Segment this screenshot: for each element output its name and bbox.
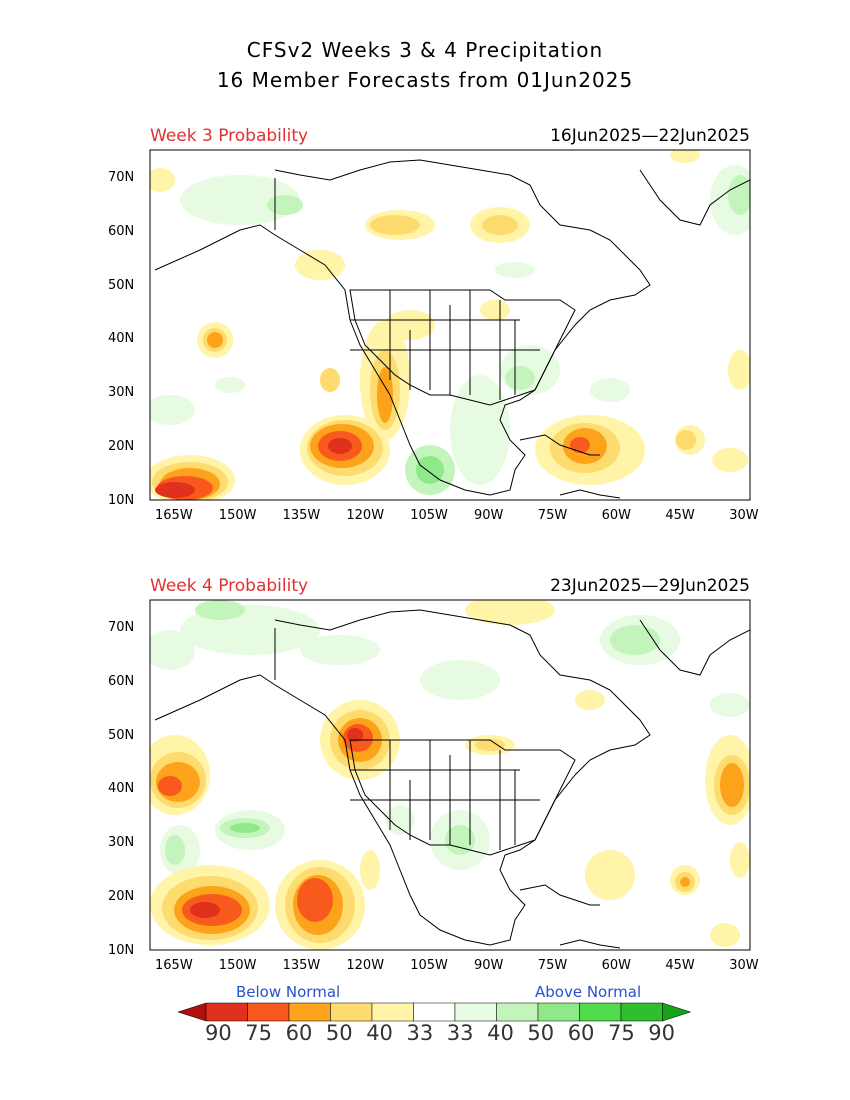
lat-tick-label: 60N [108,223,135,239]
chart-subtitle: 16 Member Forecasts from 01Jun2025 [216,68,634,92]
legend-value: 90 [205,1021,232,1045]
legend-value: 60 [567,1021,595,1045]
legend-value: 33 [446,1021,474,1045]
week4-dates: 23Jun2025—29Jun2025 [550,576,750,596]
week4-label: Week 4 Probability [150,576,309,596]
legend-swatch [620,1002,663,1022]
lon-tick-label: 60W [601,508,631,523]
lon-tick-label: 75W [537,508,568,523]
legend-swatch [454,1002,497,1022]
above-normal-label: Above Normal [535,983,642,1001]
below-normal-label: Below Normal [236,983,341,1001]
lon-tick-label: 30W [729,508,759,523]
week3-label: Week 3 Probability [150,126,309,146]
lat-tick-label: 20N [108,889,135,904]
legend-value: 40 [487,1021,514,1045]
lon-tick-label: 135W [282,508,321,523]
lon-tick-label: 120W [346,958,385,973]
lat-tick-label: 70N [108,170,135,185]
lon-tick-label: 120W [346,508,385,523]
legend-swatch [537,1002,580,1022]
legend-value: 50 [325,1021,353,1045]
legend-swatch [496,1002,539,1022]
legend-swatch [247,1002,290,1022]
legend-value: 75 [608,1021,635,1045]
lon-tick-label: 75W [537,958,568,973]
lon-tick-label: 150W [218,958,257,973]
legend-value: 60 [285,1021,313,1045]
lat-tick-label: 50N [108,727,135,743]
legend-value: 75 [245,1021,273,1045]
lon-tick-label: 165W [155,958,193,973]
lat-tick-label: 50N [108,277,135,293]
legend-arrow-right [662,1002,692,1022]
lat-tick-label: 60N [108,673,135,689]
lon-tick-label: 165W [155,508,193,523]
legend-swatch [371,1002,414,1022]
lon-tick-label: 60W [601,958,631,973]
legend-value: 40 [366,1021,393,1045]
lon-tick-label: 45W [665,508,695,523]
lat-tick-label: 40N [108,331,135,347]
week3-dates: 16Jun2025—22Jun2025 [550,126,750,146]
lon-tick-label: 105W [410,958,448,973]
lon-tick-label: 30W [729,958,759,973]
lat-tick-label: 10N [108,492,135,508]
lon-tick-label: 135W [282,958,321,973]
legend-swatch [579,1002,622,1022]
lat-tick-label: 10N [108,942,135,958]
lat-tick-label: 30N [108,385,135,401]
legend-value: 90 [648,1021,676,1045]
legend-value: 50 [527,1021,555,1045]
lon-tick-label: 105W [410,508,448,523]
lon-tick-label: 45W [665,958,695,973]
lon-tick-label: 150W [218,508,257,523]
legend-swatch [205,1002,248,1022]
lon-tick-label: 90W [474,958,504,973]
legend-value: 33 [406,1021,434,1045]
legend-swatch [288,1002,331,1022]
lat-tick-label: 20N [108,439,135,454]
lat-tick-label: 40N [108,781,135,797]
legend-swatch [413,1002,456,1022]
legend-swatch [330,1002,373,1022]
chart-title: CFSv2 Weeks 3 & 4 Precipitation [246,38,604,62]
legend-arrow-left [177,1002,207,1022]
lon-tick-label: 90W [474,508,504,523]
lat-tick-label: 70N [108,620,135,635]
lat-tick-label: 30N [108,835,135,851]
